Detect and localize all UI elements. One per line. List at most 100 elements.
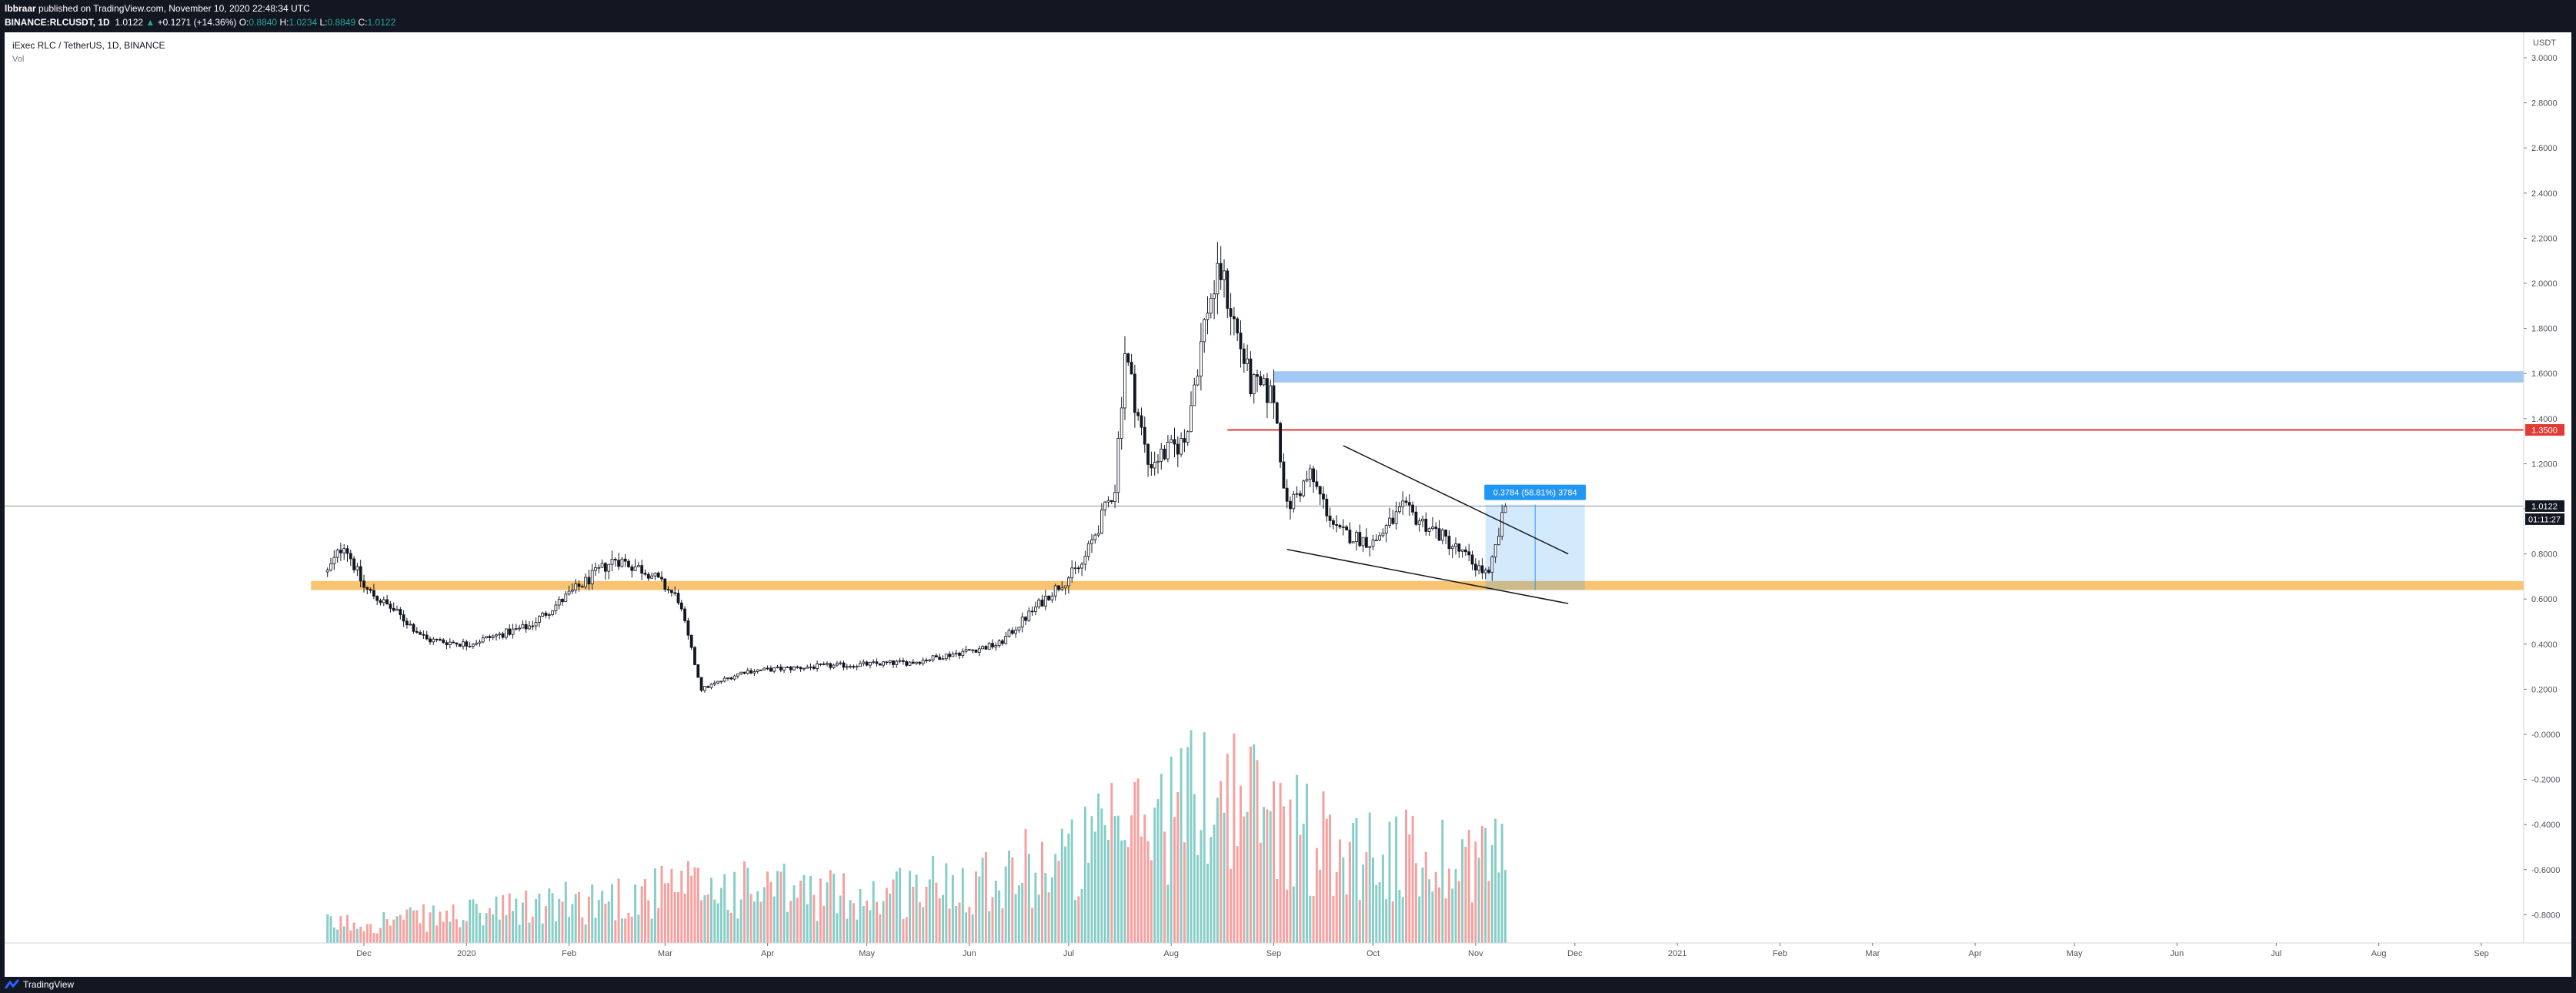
candle-body [472, 644, 475, 647]
volume-bar [1309, 895, 1312, 943]
candle-body [584, 577, 587, 587]
volume-bar [339, 916, 342, 943]
volume-bar [1163, 831, 1166, 943]
candle-body [1173, 439, 1176, 445]
volume-bar [1447, 868, 1450, 943]
volume-bar [1153, 807, 1156, 943]
volume-bar [693, 867, 696, 943]
wedge-lower-trendline[interactable] [1286, 549, 1569, 604]
candle-body [402, 614, 405, 622]
tradingview-logo-icon [5, 979, 20, 989]
candle-body [445, 642, 449, 645]
candle-body [736, 673, 739, 677]
support-zone[interactable] [311, 580, 2524, 590]
candle-body [399, 609, 402, 616]
candle-body [429, 638, 432, 643]
volume-bar [1296, 774, 1299, 943]
candle-body [1282, 461, 1286, 489]
volume-bar [528, 922, 531, 943]
volume-bar [1236, 846, 1239, 943]
candle-body [958, 653, 961, 656]
volume-bar [578, 891, 580, 943]
candle-body [746, 670, 749, 674]
volume-bar [1077, 896, 1080, 943]
candle-body [1272, 385, 1276, 403]
author-name[interactable]: lbbraar [5, 3, 36, 14]
volume-bar [1414, 863, 1417, 943]
candle-body [742, 671, 746, 674]
volume-bar [1259, 842, 1262, 943]
candle-body [779, 667, 782, 670]
candle-body [1292, 493, 1296, 510]
volume-bar [1332, 895, 1335, 943]
volume-bar [1454, 869, 1457, 943]
candle-body [1180, 438, 1183, 455]
candle-body [964, 649, 968, 652]
volume-legend[interactable]: Vol [12, 55, 24, 64]
candle-body [706, 686, 710, 688]
candle-body [1378, 535, 1381, 540]
volume-bar [1348, 841, 1351, 943]
open-value: 0.8840 [249, 17, 278, 28]
volume-bar [1398, 889, 1401, 943]
volume-bar [1381, 854, 1384, 943]
candle-body [895, 660, 899, 665]
time-tick-label: Oct [1366, 949, 1380, 958]
chart-frame[interactable]: USDT 3.0000 2.8000 2.6000 2.4000 2.2000 2.000… [5, 32, 2571, 977]
price-chart[interactable]: USDT 3.0000 2.8000 2.6000 2.4000 2.2000 2.000… [5, 32, 2571, 977]
volume-bar [813, 894, 816, 943]
volume-bar [889, 893, 892, 943]
candle-body [478, 641, 482, 644]
volume-bar [1480, 825, 1483, 943]
candle-body [1040, 600, 1044, 607]
symbol-name[interactable]: BINANCE:RLCUSDT, 1D [5, 17, 110, 28]
volume-bar [1136, 778, 1140, 943]
candle-body [1236, 318, 1240, 333]
candle-body [1473, 563, 1477, 571]
volume-bar [512, 911, 514, 943]
volume-bar [1130, 815, 1133, 943]
candle-body [756, 669, 759, 672]
measure-tooltip-text: 0.3784 (58.81%) 3784 [1493, 489, 1577, 498]
volume-bar [1143, 814, 1146, 943]
resistance-zone[interactable] [1273, 371, 2524, 383]
candle-body [829, 663, 833, 668]
time-scale[interactable]: Dec 2020 Feb Mar Apr May Jun Jul Aug Sep Oct Nov Dec… [356, 943, 2489, 958]
volume-bar [1243, 816, 1246, 943]
candle-body [617, 560, 620, 567]
candle-body [325, 570, 329, 573]
candle-body [1480, 565, 1484, 573]
candle-body [1332, 520, 1335, 525]
volume-bar [836, 913, 839, 943]
candle-body [749, 670, 752, 674]
volume-bar [498, 919, 501, 943]
scale-labels: 1.3500 1.0122 01:11:27 [2525, 423, 2564, 525]
volume-bar [329, 916, 332, 943]
currency-label: USDT [2533, 38, 2556, 48]
candle-body [991, 643, 994, 647]
volume-bar [564, 881, 567, 943]
volume-bar [439, 911, 442, 943]
volume-bar [385, 919, 389, 943]
volume-bar [1107, 840, 1109, 943]
candle-body [547, 614, 551, 616]
price-scale[interactable]: 3.0000 2.8000 2.6000 2.4000 2.2000 2.0000 1.80… [2524, 54, 2560, 920]
candle-body [1464, 549, 1467, 553]
candle-body [792, 666, 796, 670]
wedge-upper-trendline[interactable] [1343, 445, 1569, 555]
volume-bar [574, 894, 577, 943]
high-label: H: [279, 17, 289, 28]
candle-body [349, 553, 352, 560]
candle-body [1351, 541, 1355, 543]
footer-brand[interactable]: TradingView [23, 979, 75, 990]
candle-body [1229, 308, 1233, 317]
volume-bar [1306, 784, 1308, 943]
volume-bar [545, 906, 547, 943]
candle-body [1223, 270, 1226, 280]
candle-body [379, 600, 382, 603]
chart-legend-title[interactable]: iExec RLC / TetherUS, 1D, BINANCE [12, 40, 165, 51]
candle-body [997, 640, 1001, 646]
candle-body [951, 654, 955, 657]
candle-body [944, 654, 948, 660]
volume-bar [601, 891, 604, 943]
